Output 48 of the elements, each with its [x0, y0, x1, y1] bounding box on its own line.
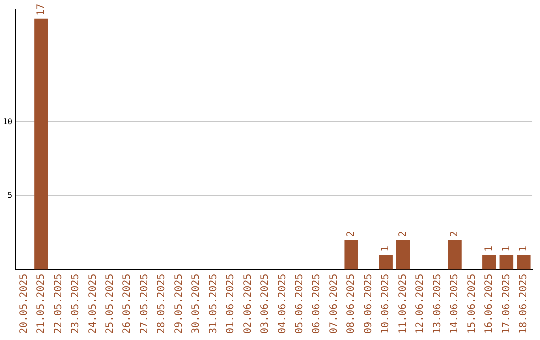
x-tick-label: 09.06.2025	[363, 274, 374, 334]
data-label: 2	[346, 231, 358, 238]
bar	[448, 240, 462, 270]
x-tick-label: 22.05.2025	[53, 274, 64, 334]
x-tick-label: 16.06.2025	[484, 274, 496, 334]
data-label: 2	[398, 231, 409, 238]
x-tick-label: 06.06.2025	[312, 274, 323, 334]
data-label: 1	[484, 246, 496, 252]
data-label: 1	[518, 246, 530, 252]
x-tick-label: 23.05.2025	[70, 274, 82, 334]
x-tick-label: 21.05.2025	[36, 274, 48, 334]
x-tick-label: 24.05.2025	[88, 274, 99, 334]
data-label: 1	[501, 246, 512, 252]
x-tick-label: 12.06.2025	[415, 274, 426, 334]
data-label: 2	[450, 231, 461, 238]
x-tick-label: 18.06.2025	[518, 274, 530, 334]
x-tick-label: 17.06.2025	[501, 274, 512, 334]
x-tick-label: 08.06.2025	[346, 274, 358, 334]
x-tick-label: 28.05.2025	[156, 274, 168, 334]
x-tick-label: 10.06.2025	[380, 274, 392, 334]
x-tick-label: 31.05.2025	[208, 274, 220, 334]
bar	[34, 18, 48, 270]
bar	[396, 240, 410, 270]
bar	[482, 255, 496, 270]
y-tick-label: 10	[2, 117, 13, 126]
x-tick-label: 27.05.2025	[139, 274, 150, 334]
x-tick-label: 20.05.2025	[18, 274, 30, 334]
x-tick-label: 29.05.2025	[174, 274, 185, 334]
bar	[379, 255, 393, 270]
bar	[517, 255, 531, 270]
bar	[344, 240, 358, 270]
x-tick-label: 11.06.2025	[398, 274, 409, 334]
x-tick-label: 02.06.2025	[242, 274, 254, 334]
data-label: 17	[36, 4, 48, 16]
x-tick-label: 01.06.2025	[226, 274, 237, 334]
x-tick-label: 05.06.2025	[294, 274, 306, 334]
x-tick-label: 04.06.2025	[277, 274, 288, 334]
data-label: 1	[380, 246, 392, 252]
x-tick-label: 26.05.2025	[122, 274, 134, 334]
x-tick-label: 03.06.2025	[260, 274, 272, 334]
y-tick-label: 5	[8, 191, 13, 200]
x-tick-label: 13.06.2025	[432, 274, 444, 334]
x-tick-label: 25.05.2025	[104, 274, 116, 334]
bar	[500, 255, 514, 270]
x-tick-label: 14.06.2025	[450, 274, 461, 334]
x-tick-label: 15.06.2025	[466, 274, 478, 334]
x-tick-label: 30.05.2025	[191, 274, 202, 334]
x-tick-label: 07.06.2025	[328, 274, 340, 334]
